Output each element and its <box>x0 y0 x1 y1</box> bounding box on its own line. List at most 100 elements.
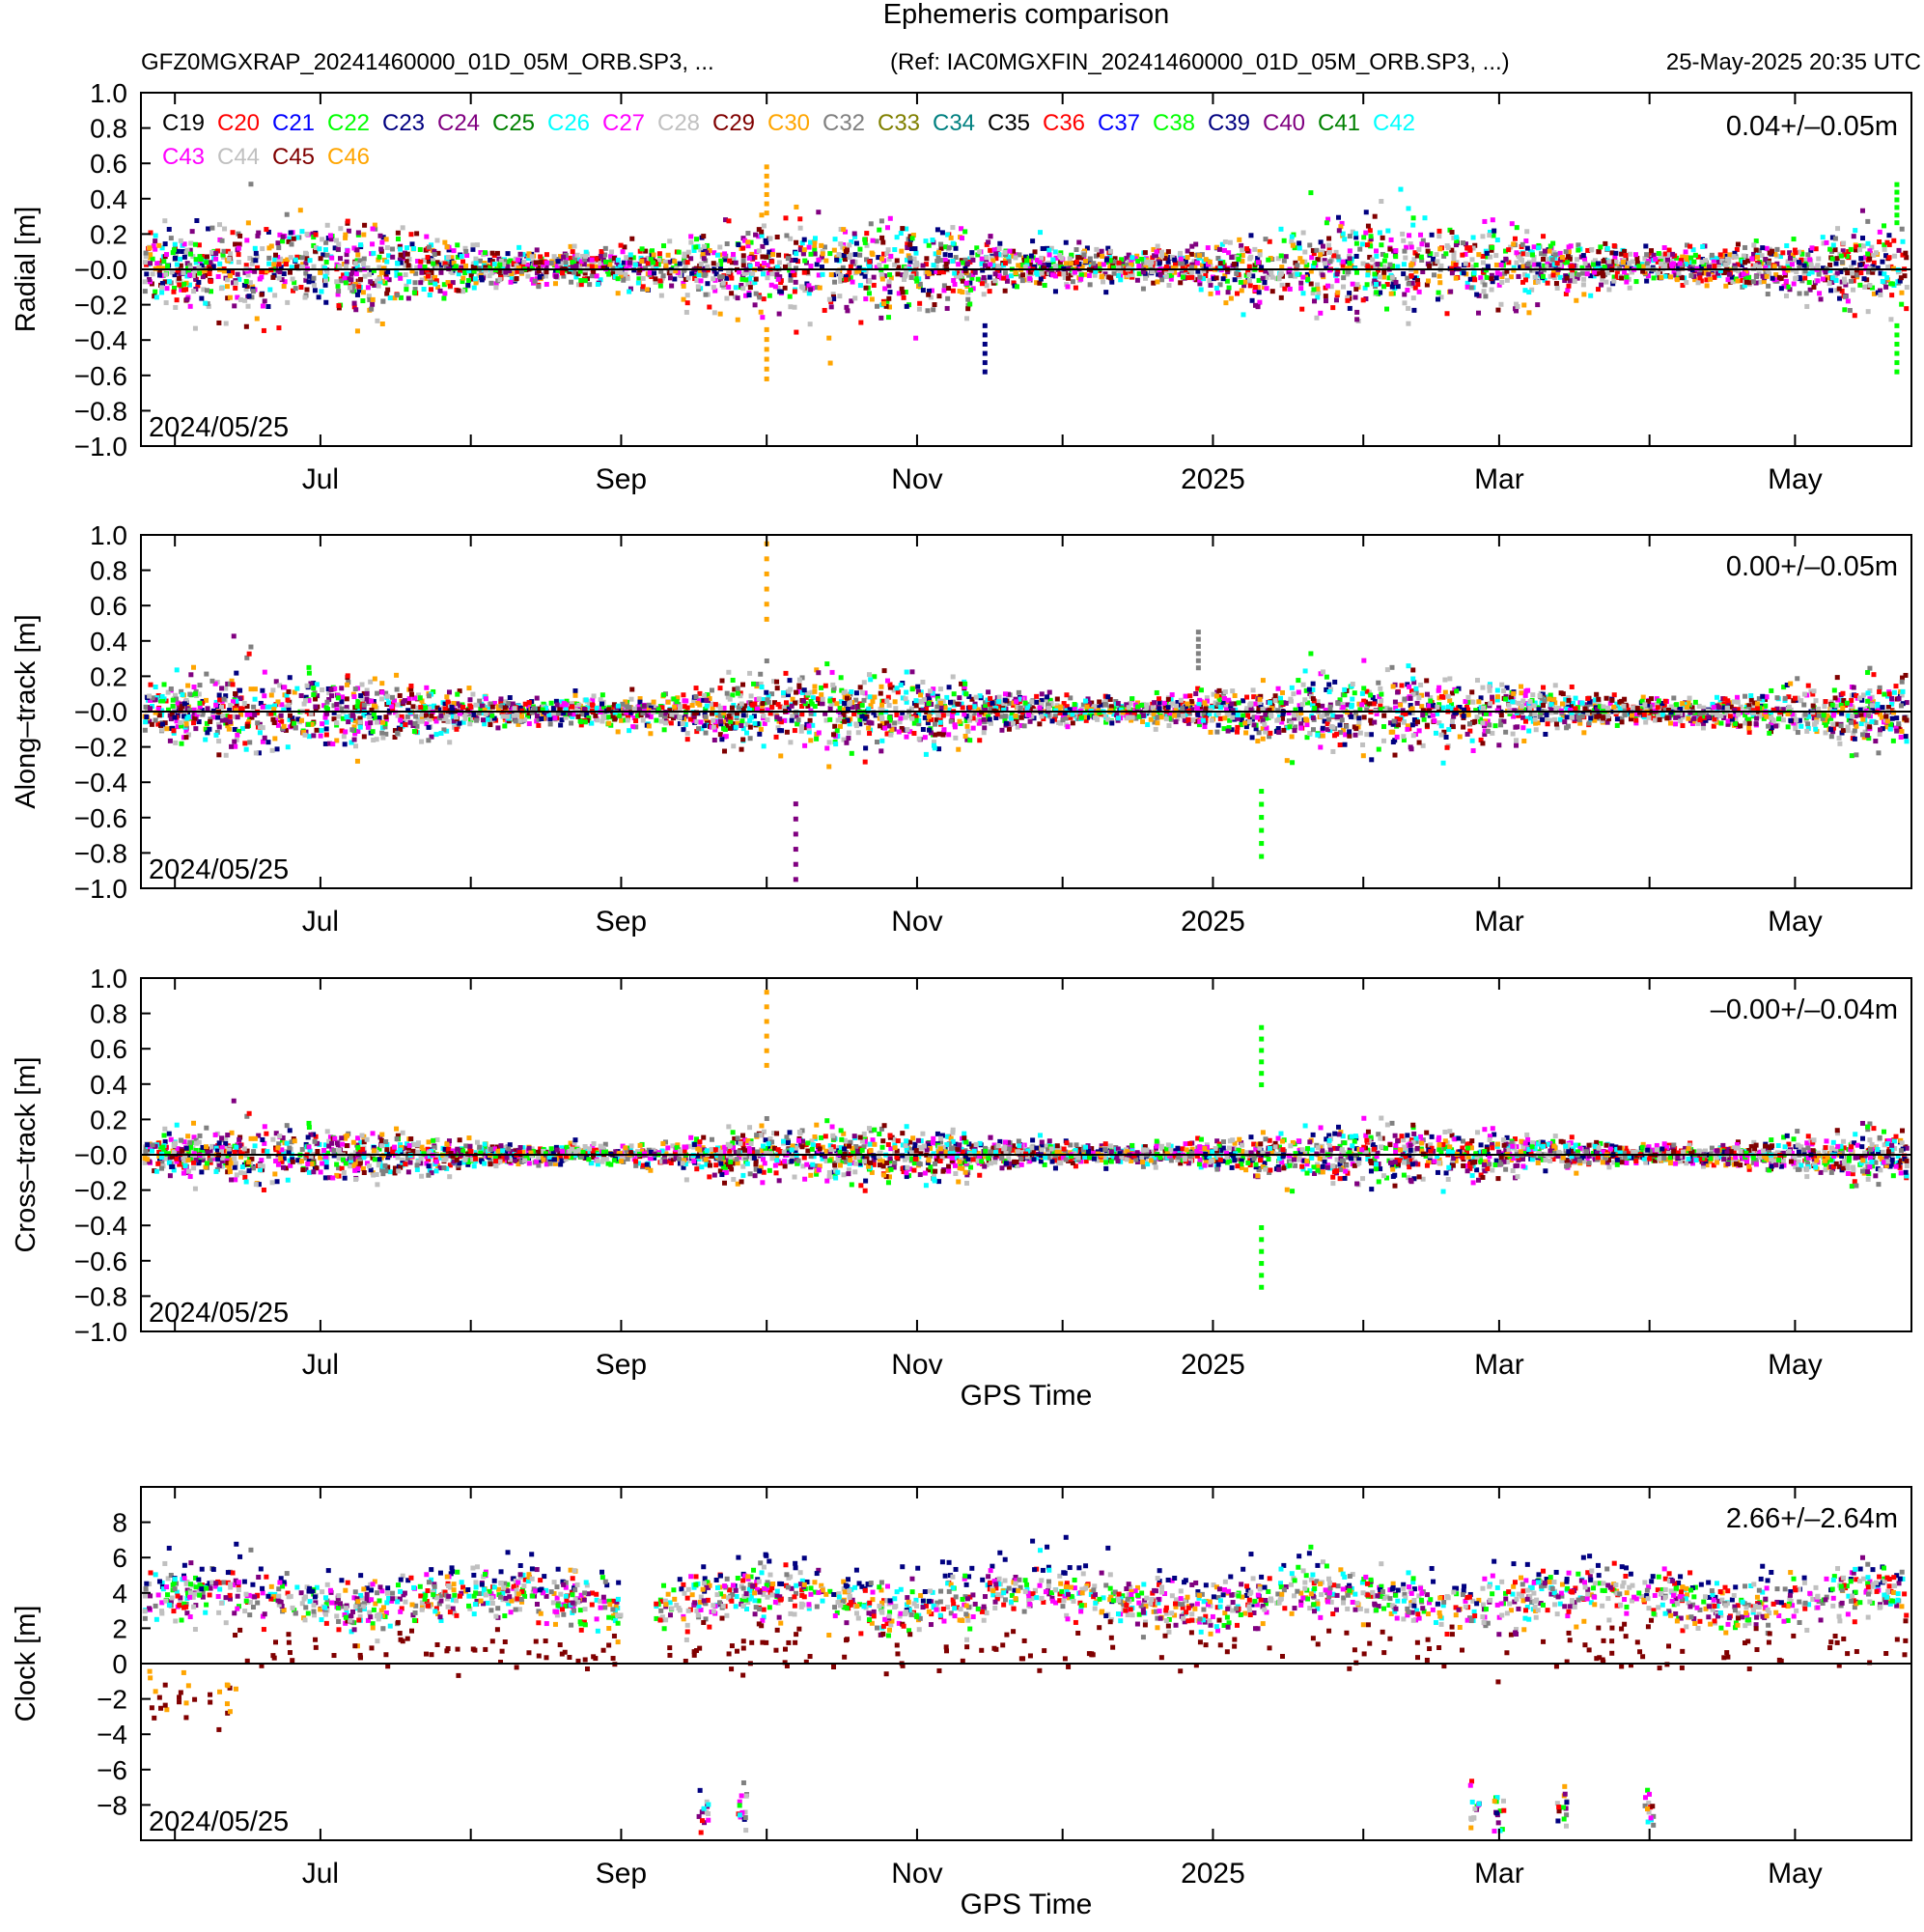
point-c20 <box>1655 259 1660 265</box>
point-c46 <box>1704 283 1710 289</box>
point-c42 <box>904 699 909 705</box>
point-c28 <box>288 255 293 261</box>
point-c22 <box>748 239 754 245</box>
point-c44 <box>348 285 353 291</box>
point-c22 <box>943 244 949 250</box>
point-c28 <box>1275 256 1281 262</box>
point-c45 <box>1541 256 1547 262</box>
point-c22 <box>555 268 561 274</box>
point-c44 <box>228 251 234 257</box>
point-c46 <box>879 256 885 262</box>
point-c27 <box>765 263 770 268</box>
point-c45 <box>1108 275 1114 281</box>
point-c22 <box>1485 254 1491 260</box>
point-c22 <box>1180 274 1185 280</box>
point-c23 <box>175 248 181 254</box>
point-c44 <box>903 696 908 702</box>
legend-c37: C37 <box>1098 110 1140 136</box>
point-c28 <box>473 256 479 262</box>
point-c27 <box>756 234 762 239</box>
point-c23 <box>1032 264 1038 269</box>
point-c23 <box>1796 260 1801 266</box>
legend-c42: C42 <box>1373 110 1415 136</box>
point-c42 <box>916 712 922 717</box>
point-c42 <box>996 252 1002 258</box>
point-c20 <box>1464 245 1470 251</box>
point-c32 <box>702 272 708 278</box>
point-c20 <box>881 251 887 257</box>
point-c32 <box>753 291 759 296</box>
point-c42 <box>812 236 818 241</box>
point-c22 <box>1889 281 1895 287</box>
point-c23 <box>398 260 404 266</box>
point-c22 <box>1484 274 1490 280</box>
point-c46 <box>271 262 277 267</box>
point-c32 <box>1431 272 1436 278</box>
point-c45 <box>1232 262 1238 267</box>
point-c23 <box>162 241 168 247</box>
point-c32 <box>1688 272 1694 278</box>
point-c22 <box>1241 713 1246 718</box>
point-c22 <box>198 256 204 262</box>
point-c32 <box>1406 281 1411 287</box>
point-c32 <box>1387 262 1393 267</box>
point-c23 <box>1729 274 1735 280</box>
point-c45 <box>344 696 349 702</box>
point-c40 <box>739 282 744 288</box>
point-c44 <box>618 269 624 275</box>
point-c20 <box>1267 238 1272 244</box>
point-c27 <box>433 718 439 724</box>
point-c23 <box>470 246 476 252</box>
point-c40 <box>585 257 591 263</box>
legend-c27: C27 <box>602 110 645 136</box>
point-c20 <box>356 284 362 290</box>
point-c28 <box>178 238 183 243</box>
point-c32 <box>249 294 255 300</box>
point-c46 <box>1511 241 1517 247</box>
point-c28 <box>1869 244 1875 250</box>
point-c42 <box>398 246 404 252</box>
point-c23 <box>1474 292 1480 297</box>
point-c20 <box>913 266 919 271</box>
point-c42 <box>696 270 702 276</box>
point-c40 <box>1402 292 1408 297</box>
point-c23 <box>1698 265 1704 270</box>
point-c28 <box>698 247 704 253</box>
point-c27 <box>956 262 962 267</box>
point-c23 <box>253 250 259 256</box>
point-c23 <box>1897 278 1903 284</box>
point-c42 <box>400 723 405 729</box>
point-c46 <box>607 262 613 267</box>
point-c45 <box>732 686 738 692</box>
point-c22 <box>1386 275 1392 281</box>
point-c23 <box>1588 273 1594 279</box>
point-c23 <box>1485 264 1491 269</box>
point-c40 <box>667 275 673 281</box>
point-c42 <box>1050 257 1056 263</box>
point-c42 <box>1038 230 1044 236</box>
point-c20 <box>236 252 241 258</box>
point-c20 <box>987 289 992 294</box>
point-c22 <box>471 268 477 274</box>
point-c27 <box>648 714 654 719</box>
point-c44 <box>1611 278 1617 284</box>
point-c42 <box>849 238 854 244</box>
point-c27 <box>1463 251 1468 257</box>
point-c32 <box>1288 273 1294 279</box>
point-c45 <box>1032 249 1038 255</box>
point-c45 <box>701 234 707 239</box>
point-c45 <box>1902 273 1908 279</box>
point-c20 <box>181 287 187 293</box>
point-c28 <box>1277 271 1283 277</box>
point-c32 <box>832 279 838 285</box>
outlier-c38 <box>1894 220 1900 226</box>
point-c22 <box>1353 269 1359 275</box>
point-c44 <box>838 278 844 284</box>
point-c28 <box>837 294 843 299</box>
point-c27 <box>191 707 197 713</box>
point-c32 <box>1743 244 1748 250</box>
point-c27 <box>942 257 948 263</box>
point-c46 <box>1526 310 1532 316</box>
point-c45 <box>629 236 635 241</box>
point-c20 <box>215 248 221 254</box>
